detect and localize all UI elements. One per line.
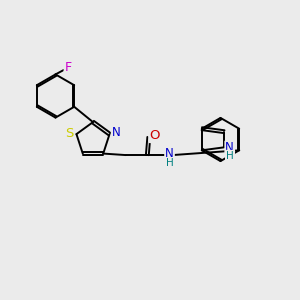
Text: O: O xyxy=(150,129,160,142)
Text: N: N xyxy=(165,147,174,161)
Text: N: N xyxy=(112,126,121,139)
Text: F: F xyxy=(64,61,72,74)
Text: H: H xyxy=(166,158,173,169)
Text: N: N xyxy=(225,141,234,154)
Text: S: S xyxy=(65,127,74,140)
Text: H: H xyxy=(226,151,234,161)
